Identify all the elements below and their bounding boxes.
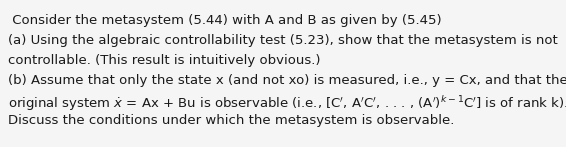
Text: (a) Using the algebraic controllability test (5.23), show that the metasystem is: (a) Using the algebraic controllability … [8, 34, 558, 47]
Text: Discuss the conditions under which the metasystem is observable.: Discuss the conditions under which the m… [8, 114, 454, 127]
Text: (b) Assume that only the state x (and not xo) is measured, i.e., y = Cx, and tha: (b) Assume that only the state x (and no… [8, 74, 566, 87]
Text: Consider the metasystem (5.44) with A and B as given by (5.45): Consider the metasystem (5.44) with A an… [8, 14, 441, 27]
Text: controllable. (This result is intuitively obvious.): controllable. (This result is intuitivel… [8, 54, 320, 67]
Text: original system $\dot{x}$ = Ax + Bu is observable (i.e., [C$'$, A$'$C$'$, . . . : original system $\dot{x}$ = Ax + Bu is o… [8, 94, 566, 113]
